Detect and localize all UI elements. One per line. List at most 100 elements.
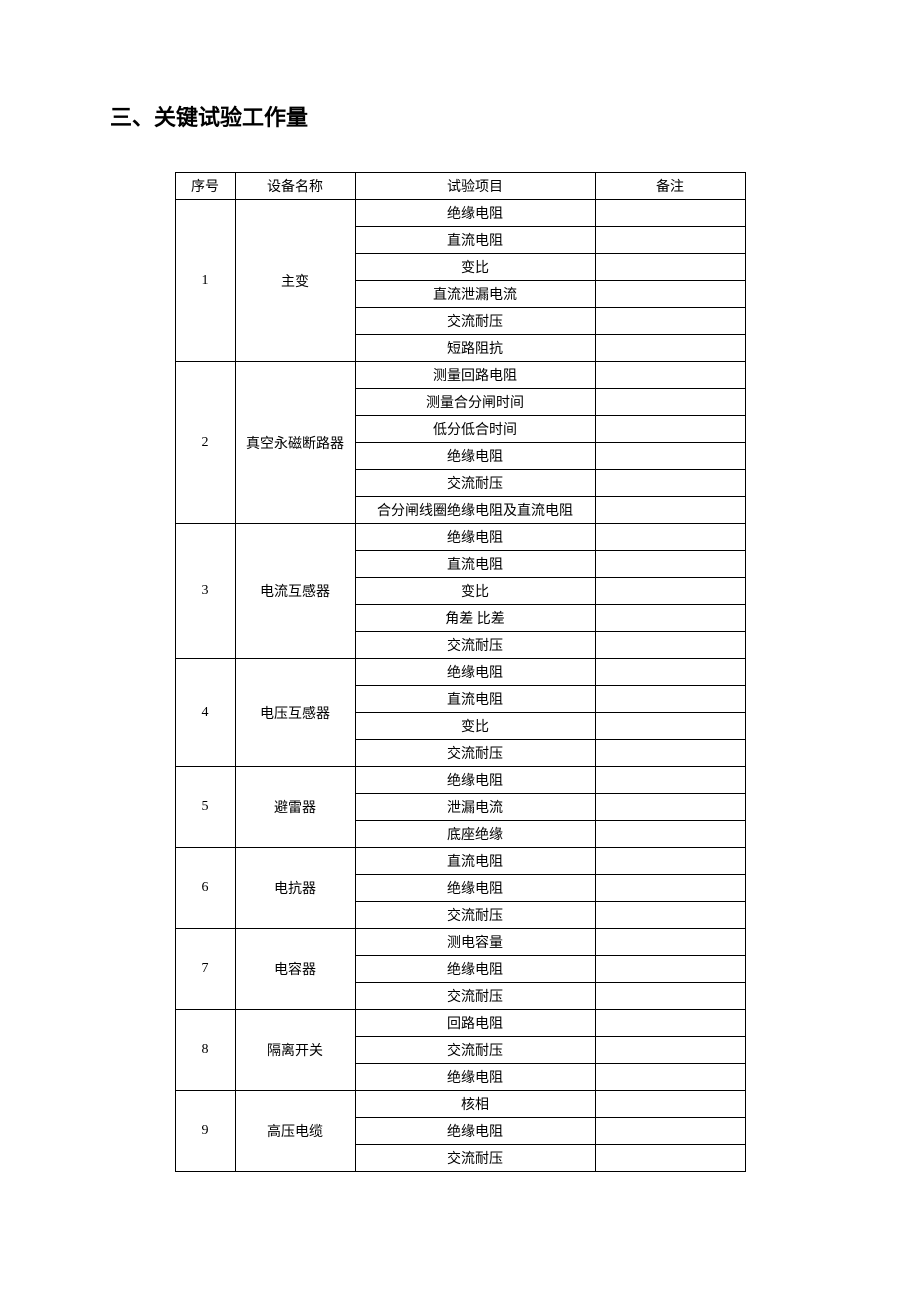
cell-test-item: 绝缘电阻: [355, 524, 595, 551]
cell-seq: 7: [175, 929, 235, 1010]
cell-test-item: 直流电阻: [355, 551, 595, 578]
cell-test-item: 低分低合时间: [355, 416, 595, 443]
cell-note: [595, 821, 745, 848]
table-body: 1主变绝缘电阻直流电阻变比直流泄漏电流交流耐压短路阻抗2真空永磁断路器测量回路电…: [175, 200, 745, 1172]
cell-seq: 5: [175, 767, 235, 848]
cell-test-item: 直流电阻: [355, 686, 595, 713]
cell-note: [595, 227, 745, 254]
cell-note: [595, 524, 745, 551]
cell-note: [595, 659, 745, 686]
cell-test-item: 合分闸线圈绝缘电阻及直流电阻: [355, 497, 595, 524]
cell-note: [595, 1118, 745, 1145]
cell-note: [595, 848, 745, 875]
cell-note: [595, 767, 745, 794]
cell-test-item: 测量合分闸时间: [355, 389, 595, 416]
table-row: 6电抗器直流电阻: [175, 848, 745, 875]
cell-test-item: 泄漏电流: [355, 794, 595, 821]
section-title: 三、关键试验工作量: [110, 100, 810, 132]
cell-test-item: 绝缘电阻: [355, 1118, 595, 1145]
cell-equipment: 真空永磁断路器: [235, 362, 355, 524]
header-note: 备注: [595, 173, 745, 200]
cell-test-item: 交流耐压: [355, 983, 595, 1010]
cell-test-item: 绝缘电阻: [355, 200, 595, 227]
cell-test-item: 回路电阻: [355, 1010, 595, 1037]
cell-test-item: 交流耐压: [355, 632, 595, 659]
cell-note: [595, 254, 745, 281]
cell-test-item: 变比: [355, 254, 595, 281]
cell-equipment: 电压互感器: [235, 659, 355, 767]
cell-test-item: 绝缘电阻: [355, 875, 595, 902]
cell-note: [595, 956, 745, 983]
cell-test-item: 绝缘电阻: [355, 767, 595, 794]
table-row: 7电容器测电容量: [175, 929, 745, 956]
table-row: 1主变绝缘电阻: [175, 200, 745, 227]
cell-seq: 1: [175, 200, 235, 362]
cell-note: [595, 1064, 745, 1091]
cell-test-item: 变比: [355, 713, 595, 740]
cell-note: [595, 443, 745, 470]
cell-note: [595, 1091, 745, 1118]
cell-test-item: 直流电阻: [355, 227, 595, 254]
cell-note: [595, 281, 745, 308]
cell-test-item: 交流耐压: [355, 1145, 595, 1172]
cell-note: [595, 983, 745, 1010]
cell-note: [595, 578, 745, 605]
cell-note: [595, 794, 745, 821]
cell-equipment: 电容器: [235, 929, 355, 1010]
cell-test-item: 交流耐压: [355, 740, 595, 767]
cell-note: [595, 686, 745, 713]
cell-note: [595, 1010, 745, 1037]
cell-test-item: 交流耐压: [355, 470, 595, 497]
cell-test-item: 交流耐压: [355, 902, 595, 929]
cell-note: [595, 632, 745, 659]
cell-test-item: 交流耐压: [355, 308, 595, 335]
cell-seq: 3: [175, 524, 235, 659]
cell-seq: 4: [175, 659, 235, 767]
cell-equipment: 电流互感器: [235, 524, 355, 659]
cell-note: [595, 740, 745, 767]
table-row: 3电流互感器绝缘电阻: [175, 524, 745, 551]
cell-seq: 8: [175, 1010, 235, 1091]
table-row: 4电压互感器绝缘电阻: [175, 659, 745, 686]
cell-test-item: 直流泄漏电流: [355, 281, 595, 308]
cell-note: [595, 308, 745, 335]
table-row: 2真空永磁断路器测量回路电阻: [175, 362, 745, 389]
cell-test-item: 绝缘电阻: [355, 659, 595, 686]
cell-equipment: 高压电缆: [235, 1091, 355, 1172]
cell-test-item: 核相: [355, 1091, 595, 1118]
cell-test-item: 直流电阻: [355, 848, 595, 875]
header-seq: 序号: [175, 173, 235, 200]
table-row: 5避雷器绝缘电阻: [175, 767, 745, 794]
cell-seq: 2: [175, 362, 235, 524]
cell-equipment: 避雷器: [235, 767, 355, 848]
cell-note: [595, 875, 745, 902]
cell-note: [595, 470, 745, 497]
cell-note: [595, 929, 745, 956]
cell-equipment: 电抗器: [235, 848, 355, 929]
cell-test-item: 底座绝缘: [355, 821, 595, 848]
cell-test-item: 绝缘电阻: [355, 443, 595, 470]
cell-note: [595, 1037, 745, 1064]
cell-note: [595, 389, 745, 416]
cell-test-item: 交流耐压: [355, 1037, 595, 1064]
cell-note: [595, 497, 745, 524]
cell-equipment: 主变: [235, 200, 355, 362]
cell-seq: 6: [175, 848, 235, 929]
table-row: 9高压电缆核相: [175, 1091, 745, 1118]
cell-note: [595, 335, 745, 362]
table-wrapper: 序号 设备名称 试验项目 备注 1主变绝缘电阻直流电阻变比直流泄漏电流交流耐压短…: [110, 172, 810, 1172]
header-equipment: 设备名称: [235, 173, 355, 200]
test-workload-table: 序号 设备名称 试验项目 备注 1主变绝缘电阻直流电阻变比直流泄漏电流交流耐压短…: [175, 172, 746, 1172]
cell-test-item: 短路阻抗: [355, 335, 595, 362]
cell-note: [595, 362, 745, 389]
cell-note: [595, 605, 745, 632]
header-test-item: 试验项目: [355, 173, 595, 200]
cell-note: [595, 416, 745, 443]
cell-equipment: 隔离开关: [235, 1010, 355, 1091]
table-row: 8隔离开关回路电阻: [175, 1010, 745, 1037]
table-header-row: 序号 设备名称 试验项目 备注: [175, 173, 745, 200]
cell-test-item: 角差 比差: [355, 605, 595, 632]
cell-test-item: 绝缘电阻: [355, 1064, 595, 1091]
cell-test-item: 测电容量: [355, 929, 595, 956]
cell-note: [595, 713, 745, 740]
